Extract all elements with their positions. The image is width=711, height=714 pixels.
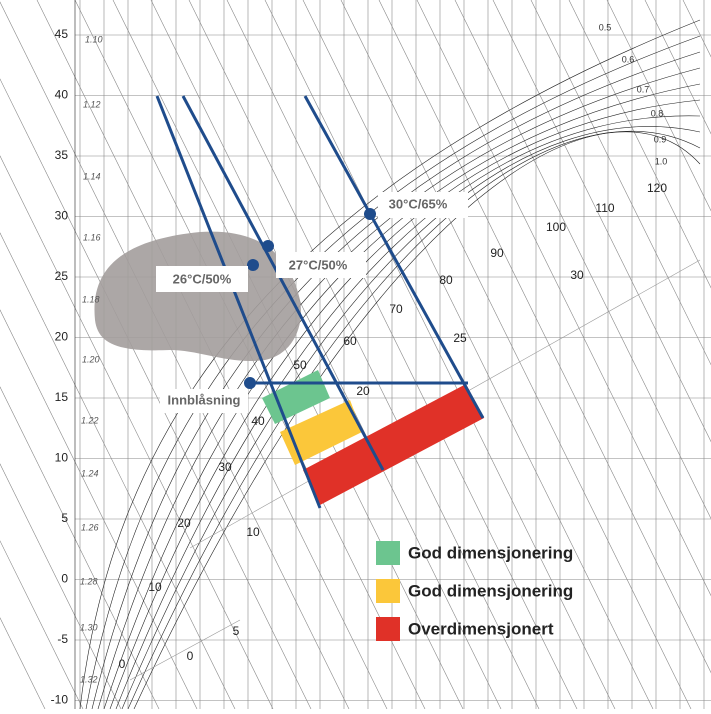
enthalpy-line (0, 1, 350, 710)
enthalpy-line (0, 386, 160, 710)
enthalpy-line (606, 0, 711, 212)
supply-lines (155, 95, 485, 509)
enthalpy-line (340, 0, 692, 710)
humidity-curve (109, 99, 701, 710)
enthalpy-line (378, 0, 711, 674)
humidity-curve (115, 115, 701, 710)
enthalpy-line (0, 463, 122, 710)
enthalpy-line (454, 0, 711, 520)
humidity-curve (121, 126, 701, 710)
humidity-label: 0.8 (651, 108, 664, 118)
enthalpy-line (0, 540, 84, 710)
annotation: Innblåsning (168, 392, 241, 407)
density-label: 1.10 (85, 34, 103, 44)
enthalpy-line (112, 0, 464, 710)
enthalpy-line (0, 617, 46, 710)
enthalpy-line (568, 0, 711, 289)
moisture-label: 0 (187, 649, 194, 663)
enthalpy-label: 20 (177, 516, 191, 530)
enthalpy-line (0, 309, 198, 710)
annotations: 26°C/50% 27°C/50% 30°C/65% Innblåsning (156, 192, 468, 413)
density-label: 1.14 (83, 171, 101, 181)
enthalpy-line (0, 232, 236, 710)
y-tick-label: -10 (51, 693, 69, 707)
enthalpy-label: 40 (251, 414, 265, 428)
enthalpy-line (416, 0, 711, 597)
enthalpy-label: 100 (546, 220, 566, 234)
enthalpy-line (0, 155, 274, 710)
moisture-label: 20 (356, 384, 370, 398)
density-label: 1.30 (80, 622, 98, 632)
moisture-label: 10 (246, 525, 260, 539)
y-tick-label: 5 (61, 511, 68, 525)
y-tick-label: 30 (55, 209, 69, 223)
density-label: 1.26 (81, 522, 99, 532)
y-tick-label: 25 (55, 269, 69, 283)
enthalpy-line (644, 0, 711, 135)
y-tick-label: 10 (55, 451, 69, 465)
y-tick-label: -5 (57, 632, 68, 646)
enthalpy-line (188, 0, 540, 710)
legend-label: Overdimensjonert (408, 619, 554, 638)
enthalpy-label: 80 (439, 273, 453, 287)
density-label: 1.22 (81, 415, 99, 425)
density-label: 1.12 (83, 99, 101, 109)
humidity-label: 0.5 (599, 22, 612, 32)
y-tick-label: 15 (55, 390, 69, 404)
markers (244, 208, 376, 389)
y-tick-label: 0 (61, 572, 68, 586)
enthalpy-label: 0 (119, 657, 126, 671)
humidity-curve (97, 67, 701, 710)
legend-swatch (376, 617, 400, 641)
enthalpy-line (264, 0, 616, 710)
legend-swatch (376, 579, 400, 603)
legend-swatch (376, 541, 400, 565)
enthalpy-line (226, 0, 578, 710)
humidity-label: 0.7 (637, 84, 650, 94)
enthalpy-label: 30 (218, 460, 232, 474)
humidity-curve (91, 51, 701, 710)
legend: God dimensjonering God dimensjonering Over… (376, 541, 573, 641)
y-tick-label: 45 (55, 27, 69, 41)
enthalpy-line (150, 0, 502, 710)
annotation: 30°C/65% (389, 196, 448, 211)
y-tick-label: 20 (55, 330, 69, 344)
moisture-label: 25 (453, 331, 467, 345)
legend-label: God dimensjonering (408, 581, 573, 600)
enthalpy-line (682, 0, 711, 58)
density-label: 1.16 (83, 232, 101, 242)
density-label: 1.18 (82, 294, 100, 304)
humidity-label: 0.9 (654, 134, 667, 144)
enthalpy-label: 110 (595, 201, 614, 215)
enthalpy-label: 50 (293, 358, 307, 372)
density-label: 1.32 (80, 674, 98, 684)
yellow-band (280, 400, 362, 465)
y-tick-label: 35 (55, 148, 69, 162)
humidity-curve (79, 19, 701, 710)
enthalpy-line (530, 0, 711, 366)
annotation: 27°C/50% (289, 257, 348, 272)
enthalpy-line (0, 78, 312, 710)
y-tick-label: 40 (55, 88, 69, 102)
humidity-label: 0.6 (622, 54, 635, 64)
density-label: 1.20 (82, 354, 100, 364)
red-band (303, 384, 484, 505)
enthalpy-label: 120 (647, 181, 667, 195)
moisture-label: 30 (570, 268, 584, 282)
diag-axis (129, 619, 241, 681)
enthalpy-line (492, 0, 711, 443)
enthalpy-label: 60 (343, 334, 357, 348)
enthalpy-label: 10 (148, 580, 162, 594)
density-label: 1.28 (80, 576, 98, 586)
moisture-label: 5 (233, 624, 240, 638)
enthalpy-line (302, 0, 654, 710)
legend-label: God dimensjonering (408, 543, 573, 562)
annotation: 26°C/50% (173, 271, 232, 286)
enthalpy-label: 70 (389, 302, 403, 316)
enthalpy-label: 90 (490, 246, 504, 260)
humidity-label: 1.0 (655, 156, 668, 166)
density-label: 1.24 (81, 468, 99, 478)
